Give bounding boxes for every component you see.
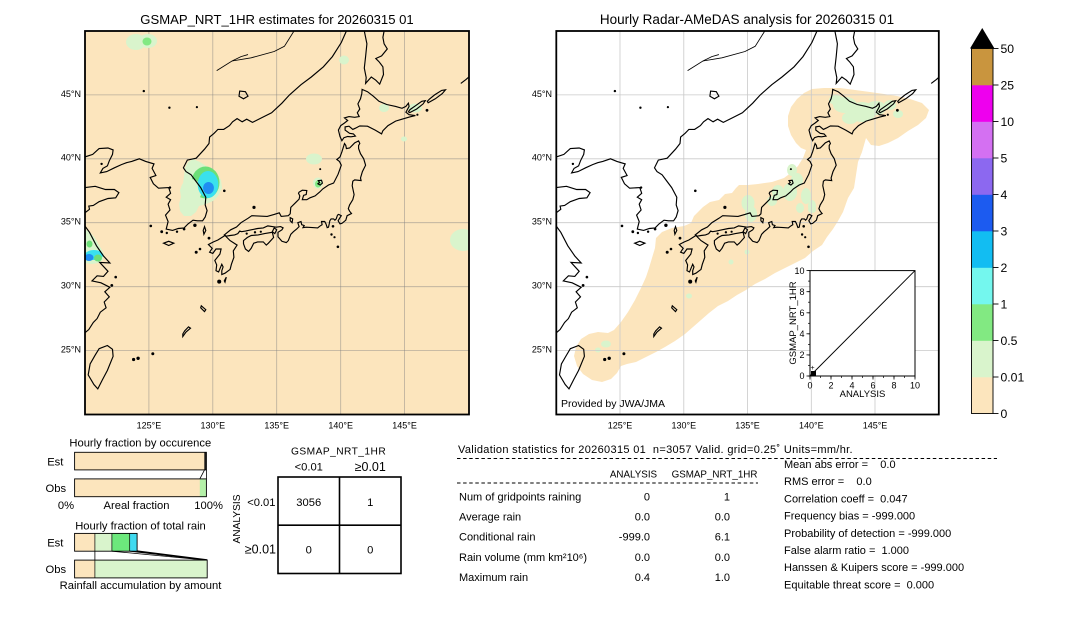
svg-text:Est: Est (47, 537, 64, 549)
svg-text:Obs: Obs (46, 483, 67, 495)
svg-text:5: 5 (1001, 151, 1008, 165)
svg-text:0: 0 (644, 492, 650, 504)
svg-text:GSMAP_NRT_1HR: GSMAP_NRT_1HR (788, 281, 799, 364)
svg-text:Validation statistics for 2026: Validation statistics for 20260315 01 n=… (458, 444, 853, 456)
svg-text:0.01: 0.01 (1001, 370, 1025, 384)
svg-text:45°N: 45°N (532, 89, 552, 99)
svg-text:+: + (811, 365, 815, 372)
svg-text:130°E: 130°E (200, 421, 225, 431)
svg-text:3: 3 (1001, 224, 1008, 238)
svg-text:0.0: 0.0 (635, 552, 650, 564)
svg-text:Hourly Radar-AMeDAS analysis f: Hourly Radar-AMeDAS analysis for 2026031… (600, 12, 894, 27)
svg-text:0: 0 (1001, 407, 1008, 421)
svg-text:0.0: 0.0 (635, 512, 650, 524)
svg-text:140°E: 140°E (799, 421, 824, 431)
svg-text:0.5: 0.5 (1001, 334, 1018, 348)
svg-text:Hanssen & Kuipers score = -999: Hanssen & Kuipers score = -999.000 (784, 562, 964, 574)
svg-text:135°E: 135°E (735, 421, 760, 431)
svg-text:Maximum rain: Maximum rain (459, 572, 528, 584)
svg-text:Hourly fraction of total rain: Hourly fraction of total rain (75, 520, 206, 532)
svg-text:4: 4 (799, 329, 804, 339)
svg-text:-999.0: -999.0 (619, 532, 650, 544)
svg-text:25°N: 25°N (61, 345, 81, 355)
svg-text:≥0.01: ≥0.01 (355, 460, 386, 474)
svg-text:Num of gridpoints raining: Num of gridpoints raining (459, 492, 581, 504)
svg-text:35°N: 35°N (61, 217, 81, 227)
svg-text:Conditional rain: Conditional rain (459, 532, 535, 544)
svg-text:1.0: 1.0 (715, 572, 730, 584)
svg-text:10: 10 (910, 381, 920, 391)
svg-text:30°N: 30°N (532, 281, 552, 291)
svg-text:Rain volume (mm km²10⁶): Rain volume (mm km²10⁶) (459, 552, 587, 564)
svg-text:Rainfall accumulation by amoun: Rainfall accumulation by amount (60, 580, 223, 592)
svg-text:≥0.01: ≥0.01 (245, 543, 276, 557)
svg-text:<0.01: <0.01 (247, 497, 275, 509)
svg-text:GSMAP_NRT_1HR: GSMAP_NRT_1HR (672, 470, 758, 481)
svg-text:8: 8 (891, 381, 896, 391)
svg-text:GSMAP_NRT_1HR estimates for 20: GSMAP_NRT_1HR estimates for 20260315 01 (140, 12, 413, 27)
svg-text:1: 1 (367, 497, 373, 509)
svg-text:8: 8 (799, 287, 804, 297)
svg-text:45°N: 45°N (61, 89, 81, 99)
svg-text:0.0: 0.0 (715, 552, 730, 564)
svg-text:125°E: 125°E (137, 421, 162, 431)
svg-text:Average rain: Average rain (459, 512, 521, 524)
svg-text:6: 6 (870, 381, 875, 391)
svg-text:40°N: 40°N (532, 153, 552, 163)
svg-text:Provided by JWA/JMA: Provided by JWA/JMA (561, 398, 665, 410)
svg-text:2: 2 (799, 350, 804, 360)
svg-text:3056: 3056 (296, 497, 321, 509)
svg-text:Frequency bias = -999.000: Frequency bias = -999.000 (784, 511, 915, 523)
svg-text:135°E: 135°E (264, 421, 289, 431)
svg-text:0: 0 (306, 545, 312, 557)
svg-text:130°E: 130°E (671, 421, 696, 431)
svg-text:0.4: 0.4 (635, 572, 650, 584)
svg-text:0: 0 (799, 371, 804, 381)
svg-text:ANALYSIS: ANALYSIS (610, 470, 658, 481)
svg-text:10: 10 (1001, 115, 1015, 129)
svg-text:2: 2 (828, 381, 833, 391)
svg-text:GSMAP_NRT_1HR: GSMAP_NRT_1HR (291, 446, 386, 457)
svg-text:2: 2 (1001, 261, 1008, 275)
svg-text:RMS error = 0.0: RMS error = 0.0 (784, 476, 872, 488)
svg-text:25°N: 25°N (532, 345, 552, 355)
svg-text:Est: Est (47, 456, 64, 468)
svg-text:50: 50 (1001, 42, 1015, 56)
svg-text:6.1: 6.1 (715, 532, 730, 544)
svg-text:35°N: 35°N (532, 217, 552, 227)
svg-text:140°E: 140°E (328, 421, 353, 431)
svg-text:Obs: Obs (46, 564, 67, 576)
svg-text:0: 0 (367, 545, 373, 557)
svg-text:False alarm ratio = 1.000: False alarm ratio = 1.000 (784, 545, 909, 557)
svg-text:10: 10 (794, 266, 804, 276)
svg-text:0%: 0% (58, 500, 74, 512)
svg-text:ANALYSIS: ANALYSIS (232, 494, 243, 543)
svg-text:6: 6 (799, 308, 804, 318)
svg-text:1: 1 (1001, 297, 1008, 311)
svg-text:Areal fraction: Areal fraction (104, 500, 170, 512)
svg-text:Correlation coeff = 0.047: Correlation coeff = 0.047 (784, 493, 908, 505)
svg-text:0.0: 0.0 (715, 512, 730, 524)
svg-text:30°N: 30°N (61, 281, 81, 291)
svg-text:4: 4 (849, 381, 854, 391)
svg-text:Hourly fraction by occurence: Hourly fraction by occurence (69, 438, 211, 450)
svg-text:145°E: 145°E (392, 421, 417, 431)
svg-text:1: 1 (724, 492, 730, 504)
svg-text:0: 0 (807, 381, 812, 391)
svg-text:Equitable threat score = 0.00: Equitable threat score = 0.000 (784, 579, 934, 591)
svg-text:ANALYSIS: ANALYSIS (840, 389, 886, 400)
svg-text:100%: 100% (194, 500, 223, 512)
svg-text:Probability of detection = -99: Probability of detection = -999.000 (784, 528, 951, 540)
svg-text:25: 25 (1001, 78, 1015, 92)
svg-text:<0.01: <0.01 (295, 461, 323, 473)
svg-text:145°E: 145°E (863, 421, 888, 431)
svg-text:40°N: 40°N (61, 153, 81, 163)
svg-text:125°E: 125°E (608, 421, 633, 431)
svg-text:4: 4 (1001, 188, 1008, 202)
svg-text:Mean abs error = 0.0: Mean abs error = 0.0 (784, 459, 896, 471)
